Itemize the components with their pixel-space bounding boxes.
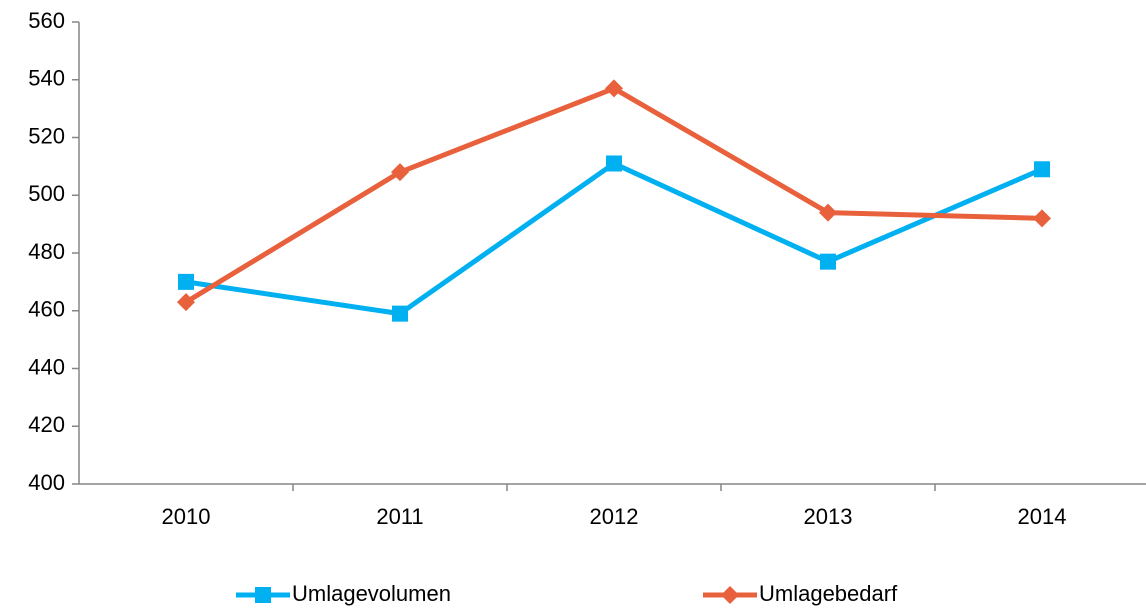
y-tick-label: 420 bbox=[28, 412, 65, 437]
series-line bbox=[184, 85, 1043, 305]
y-tick-label: 460 bbox=[28, 297, 65, 322]
series-marker bbox=[178, 273, 194, 290]
x-tick-label: 2011 bbox=[376, 504, 423, 529]
legend-marker bbox=[721, 586, 739, 604]
series-marker bbox=[1033, 209, 1051, 228]
x-tick-label: 2010 bbox=[162, 504, 211, 529]
series-marker bbox=[820, 253, 836, 270]
series-marker bbox=[606, 155, 622, 172]
legend-marker bbox=[255, 587, 271, 603]
y-tick-label: 560 bbox=[28, 8, 65, 33]
series-marker bbox=[605, 79, 623, 98]
y-tick-label: 500 bbox=[28, 181, 65, 206]
x-tick-label: 2014 bbox=[1018, 504, 1067, 529]
series-marker bbox=[392, 305, 408, 322]
series-line bbox=[185, 160, 1043, 317]
y-tick-label: 520 bbox=[28, 123, 65, 148]
legend-label: Umlagevolumen bbox=[292, 581, 451, 606]
series-marker bbox=[177, 293, 195, 312]
y-tick-label: 400 bbox=[28, 470, 65, 495]
x-tick-label: 2012 bbox=[590, 504, 639, 529]
legend-label: Umlagebedarf bbox=[759, 581, 898, 606]
series-marker bbox=[1034, 161, 1050, 178]
y-tick-label: 540 bbox=[28, 66, 65, 91]
x-tick-label: 2013 bbox=[804, 504, 853, 529]
series-marker bbox=[391, 163, 409, 182]
y-tick-label: 480 bbox=[28, 239, 65, 264]
series-marker bbox=[819, 203, 837, 222]
y-tick-label: 440 bbox=[28, 354, 65, 379]
